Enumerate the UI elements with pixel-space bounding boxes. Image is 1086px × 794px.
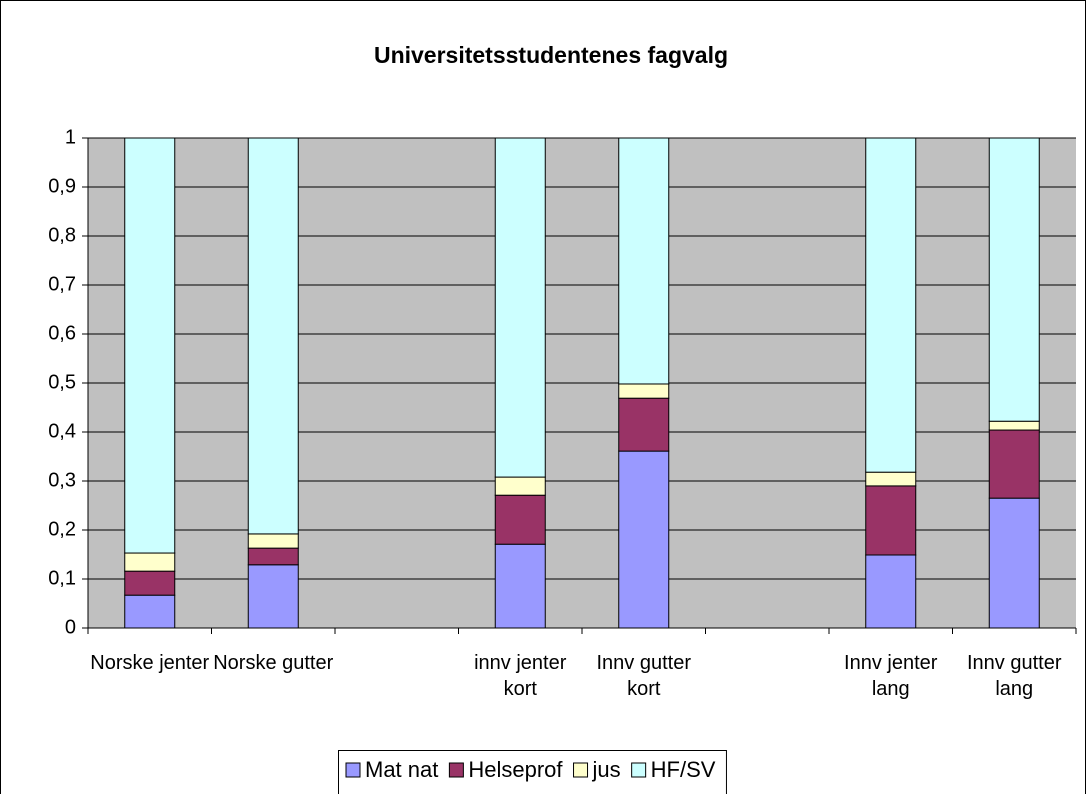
bar-segment — [618, 450, 670, 629]
bar-segment — [247, 137, 299, 535]
y-tick-label: 0,1 — [48, 567, 76, 589]
bar-segment — [494, 137, 546, 478]
legend: Mat nat Helseprof jus HF/SV — [338, 750, 727, 794]
bar-segment — [865, 485, 917, 556]
y-tick-label: 0,5 — [48, 371, 76, 393]
bar-segment — [618, 383, 670, 399]
x-tick-label: Innv gutter kort — [596, 652, 691, 700]
bar-segment — [865, 137, 917, 473]
chart-title: Universitetsstudentenes fagvalg — [374, 42, 728, 68]
bar-segment — [247, 533, 299, 549]
y-tick-label: 0,6 — [48, 322, 76, 344]
bar-segment — [124, 137, 176, 554]
bar-segment — [124, 552, 176, 572]
bar-segment — [247, 564, 299, 629]
legend-label: HF/SV — [651, 757, 716, 782]
y-tick-label: 0,8 — [48, 224, 76, 246]
y-tick-label: 0,7 — [48, 273, 76, 295]
legend-swatch — [573, 762, 589, 778]
bar-segment — [988, 137, 1040, 422]
bar-segment — [124, 570, 176, 596]
legend-swatch — [448, 762, 464, 778]
x-tick-label: Innv jenter lang — [844, 652, 938, 700]
y-tick-label: 1 — [65, 126, 76, 148]
bar-segment — [618, 397, 670, 452]
legend-box — [338, 750, 727, 794]
x-tick-label: Innv gutter lang — [966, 652, 1062, 700]
bar-segment — [124, 594, 176, 629]
x-tick-label: innv jenter kort — [474, 652, 567, 700]
y-tick-label: 0 — [65, 616, 76, 638]
x-tick-label: Norske jenter — [90, 652, 210, 674]
bar-segment — [865, 554, 917, 629]
legend-swatch — [345, 762, 361, 778]
bar-segment — [247, 547, 299, 566]
legend-label: Helseprof — [468, 757, 563, 782]
bar-segment — [494, 494, 546, 545]
bar-segment — [494, 476, 546, 496]
legend-swatch — [631, 762, 647, 778]
bar-segment — [988, 420, 1040, 431]
bar-segment — [988, 429, 1040, 499]
bar-segment — [618, 137, 670, 385]
legend-label: jus — [592, 757, 621, 782]
y-tick-label: 0,9 — [48, 175, 76, 197]
bar-segment — [494, 543, 546, 629]
y-tick-label: 0,2 — [48, 518, 76, 540]
bar-segment — [988, 497, 1040, 629]
y-tick-label: 0,3 — [48, 469, 76, 491]
bar-segment — [865, 471, 917, 487]
x-tick-label: Norske gutter — [213, 652, 334, 674]
legend-label: Mat nat — [365, 757, 438, 782]
y-tick-label: 0,4 — [48, 420, 76, 442]
